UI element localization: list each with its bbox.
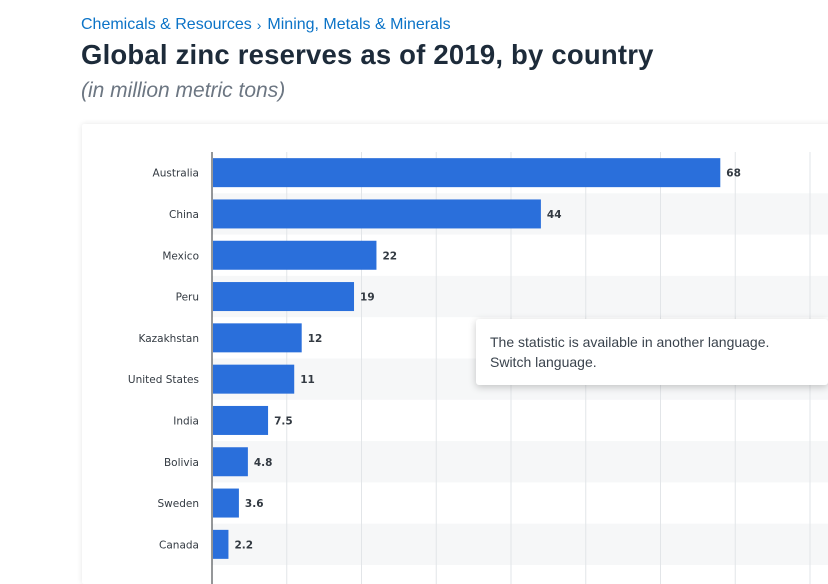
page-title: Global zinc reserves as of 2019, by coun… (81, 39, 654, 70)
bar-bolivia[interactable] (213, 447, 248, 477)
breadcrumb: Chemicals & Resources › Mining, Metals &… (81, 16, 451, 34)
bar-india[interactable] (213, 405, 269, 435)
value-label: 44 (547, 209, 562, 221)
bar-united-states[interactable] (213, 364, 295, 394)
value-label: 3.6 (245, 498, 264, 510)
value-label: 4.8 (254, 457, 273, 469)
bar-china[interactable] (213, 199, 541, 229)
bar-mexico[interactable] (213, 240, 377, 270)
row-stripe (212, 441, 828, 483)
breadcrumb-link-chemicals-resources[interactable]: Chemicals & Resources (81, 16, 252, 33)
category-label: Bolivia (164, 457, 199, 469)
value-label: 22 (382, 250, 397, 262)
category-label: Australia (153, 168, 199, 180)
bar-canada[interactable] (213, 529, 229, 559)
category-label: India (173, 415, 199, 427)
bar-australia[interactable] (213, 158, 721, 188)
category-label: United States (128, 374, 199, 386)
value-label: 11 (300, 374, 315, 386)
page-subtitle: (in million metric tons) (81, 79, 286, 102)
bar-sweden[interactable] (213, 488, 239, 518)
category-label: Sweden (158, 498, 200, 510)
value-label: 2.2 (234, 539, 253, 551)
value-label: 19 (360, 292, 375, 304)
category-label: Kazakhstan (139, 333, 200, 345)
value-label: 12 (308, 333, 323, 345)
language-tooltip-message: The statistic is available in another la… (490, 334, 770, 350)
category-label: Canada (159, 539, 199, 551)
language-tooltip: The statistic is available in another la… (476, 319, 828, 385)
value-label: 68 (726, 168, 741, 180)
breadcrumb-separator-icon: › (256, 17, 262, 33)
category-label: China (169, 209, 199, 221)
bar-peru[interactable] (213, 282, 355, 312)
bar-kazakhstan[interactable] (213, 323, 302, 353)
category-label: Peru (176, 292, 199, 304)
switch-language-link[interactable]: Switch language. (490, 354, 597, 370)
breadcrumb-link-mining-metals-minerals[interactable]: Mining, Metals & Minerals (267, 16, 451, 33)
category-label: Mexico (162, 250, 199, 262)
value-label: 7.5 (274, 415, 293, 427)
